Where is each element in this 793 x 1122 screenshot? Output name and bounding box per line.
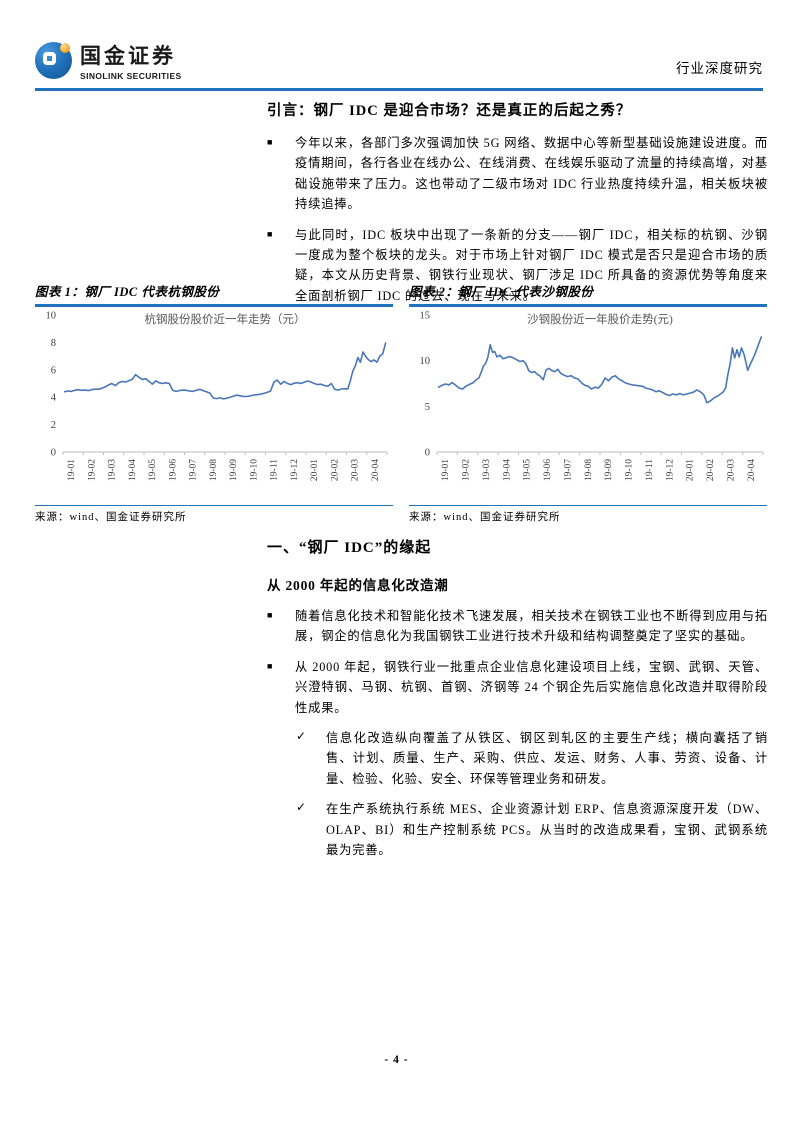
- check-bullet-1: ✓ 信息化改造纵向覆盖了从铁区、钢区到轧区的主要生产线；横向囊括了销售、计划、质…: [296, 728, 768, 789]
- svg-text:19-10: 19-10: [625, 458, 635, 480]
- svg-text:20-04: 20-04: [747, 458, 757, 480]
- source-divider: [409, 504, 767, 506]
- svg-text:20-02: 20-02: [706, 458, 716, 480]
- figure-2: 图表 2：钢厂 IDC 代表沙钢股份 沙钢股份近一年股价走势(元) 0 5 10 15 1…: [409, 281, 767, 524]
- svg-text:20-03: 20-03: [351, 458, 361, 480]
- svg-text:19-07: 19-07: [563, 458, 573, 480]
- brand-name-en: SINOLINK SECURITIES: [80, 71, 182, 81]
- svg-text:19-02: 19-02: [462, 458, 472, 480]
- report-type-label: 行业深度研究: [676, 61, 763, 76]
- svg-text:4: 4: [51, 392, 57, 403]
- shagang-price-chart: 沙钢股份近一年股价走势(元) 0 5 10 15 19-01 19-02 19-03 19-04…: [420, 310, 764, 481]
- figure-row: 图表 1：钢厂 IDC 代表杭钢股份 杭钢股份股价近一年走势（元） 0 2 4 6 8 10…: [35, 281, 767, 524]
- intro-title: 引言：钢厂 IDC 是迎合市场？还是真正的后起之秀？: [267, 103, 632, 119]
- svg-text:0: 0: [51, 447, 56, 458]
- svg-text:8: 8: [51, 337, 56, 348]
- section-bullet-2: ■ 从 2000 年起，钢铁行业一批重点企业信息化建设项目上线，宝钢、武钢、天管…: [267, 657, 768, 718]
- page-header: 国金证券 SINOLINK SECURITIES 行业深度研究: [35, 40, 763, 81]
- square-bullet-icon: ■: [267, 228, 273, 239]
- svg-text:杭钢股份股价近一年走势（元）: 杭钢股份股价近一年走势（元）: [145, 312, 306, 326]
- svg-text:19-05: 19-05: [148, 458, 158, 480]
- svg-text:6: 6: [51, 365, 56, 376]
- svg-text:19-08: 19-08: [584, 458, 594, 480]
- svg-text:19-01: 19-01: [441, 458, 451, 480]
- svg-text:0: 0: [425, 447, 430, 458]
- svg-text:19-06: 19-06: [168, 458, 178, 480]
- sinolink-logo: 国金证券 SINOLINK SECURITIES: [35, 40, 182, 81]
- check-bullet-1-text: 信息化改造纵向覆盖了从铁区、钢区到轧区的主要生产线；横向囊括了销售、计划、质量、…: [326, 731, 768, 786]
- svg-text:19-09: 19-09: [604, 458, 614, 480]
- section-bullet-1: ■ 随着信息化技术和智能化技术飞速发展，相关技术在钢铁工业也不断得到应用与拓展，…: [267, 606, 768, 647]
- source-divider: [35, 504, 393, 506]
- intro-section: 引言：钢厂 IDC 是迎合市场？还是真正的后起之秀？ ■ 今年以来，各部门多次强…: [267, 99, 768, 316]
- check-icon: ✓: [296, 729, 307, 744]
- square-bullet-icon: ■: [267, 137, 273, 147]
- section-bullet-2-text: 从 2000 年起，钢铁行业一批重点企业信息化建设项目上线，宝钢、武钢、天管、兴…: [295, 659, 768, 715]
- svg-text:19-03: 19-03: [108, 458, 118, 480]
- svg-text:20-02: 20-02: [330, 458, 340, 480]
- check-bullet-2-text: 在生产系统执行系统 MES、企业资源计划 ERP、信息资源深度开发（DW、OLA…: [326, 802, 768, 858]
- svg-text:19-12: 19-12: [665, 458, 675, 480]
- svg-text:20-04: 20-04: [371, 458, 381, 480]
- svg-text:20-01: 20-01: [310, 458, 320, 480]
- svg-text:19-12: 19-12: [290, 458, 300, 480]
- origin-section: 一、“钢厂 IDC”的缘起 从 2000 年起的信息化改造潮 ■ 随着信息化技术…: [267, 536, 768, 870]
- svg-text:19-06: 19-06: [543, 458, 553, 480]
- check-icon: ✓: [296, 800, 307, 815]
- intro-bullet-2-text: 与此同时，IDC 板块中出现了一条新的分支——钢厂 IDC，相关标的杭钢、沙钢一…: [295, 227, 768, 303]
- svg-text:20-03: 20-03: [726, 458, 736, 480]
- svg-text:5: 5: [425, 401, 430, 412]
- svg-text:19-09: 19-09: [229, 458, 239, 480]
- intro-bullet-2: ■ 与此同时，IDC 板块中出现了一条新的分支——钢厂 IDC，相关标的杭钢、沙…: [267, 225, 768, 307]
- svg-text:19-01: 19-01: [67, 458, 77, 480]
- intro-bullet-1: ■ 今年以来，各部门多次强调加快 5G 网络、数据中心等新型基础设施建设进度。而…: [267, 133, 768, 215]
- figure-2-source: 来源：wind、国金证券研究所: [409, 512, 561, 523]
- caption-underline: [409, 304, 767, 307]
- svg-text:15: 15: [420, 310, 431, 321]
- figure-1-caption: 图表 1：钢厂 IDC 代表杭钢股份: [35, 285, 220, 299]
- figure-2-caption: 图表 2：钢厂 IDC 代表沙钢股份: [409, 285, 594, 299]
- figure-1: 图表 1：钢厂 IDC 代表杭钢股份 杭钢股份股价近一年走势（元） 0 2 4 6 8 10…: [35, 281, 393, 524]
- svg-text:19-11: 19-11: [645, 458, 655, 480]
- svg-text:19-11: 19-11: [270, 458, 280, 480]
- svg-text:19-02: 19-02: [87, 458, 97, 480]
- intro-bullet-1-text: 今年以来，各部门多次强调加快 5G 网络、数据中心等新型基础设施建设进度。而疫情…: [295, 136, 768, 212]
- svg-text:19-10: 19-10: [249, 458, 259, 480]
- svg-text:19-08: 19-08: [209, 458, 219, 480]
- page-number: - 4 -: [384, 1054, 409, 1066]
- svg-text:2: 2: [51, 420, 56, 431]
- svg-text:20-01: 20-01: [686, 458, 696, 480]
- svg-text:10: 10: [46, 310, 57, 321]
- section-heading: 一、“钢厂 IDC”的缘起: [267, 540, 432, 556]
- header-divider: [35, 88, 763, 91]
- sinolink-logo-icon: [35, 42, 72, 79]
- check-bullet-2: ✓ 在生产系统执行系统 MES、企业资源计划 ERP、信息资源深度开发（DW、O…: [296, 799, 768, 860]
- hanggang-price-chart: 杭钢股份股价近一年走势（元） 0 2 4 6 8 10 19-01 19-02 19-03 19-0…: [46, 310, 388, 481]
- svg-text:19-03: 19-03: [482, 458, 492, 480]
- section-subheading: 从 2000 年起的信息化改造潮: [267, 578, 449, 593]
- svg-text:10: 10: [420, 356, 431, 367]
- svg-text:19-04: 19-04: [502, 458, 512, 480]
- figure-1-source: 来源：wind、国金证券研究所: [35, 512, 187, 523]
- svg-text:19-04: 19-04: [128, 458, 138, 480]
- square-bullet-icon: ■: [267, 660, 273, 671]
- brand-name-cn: 国金证券: [80, 45, 176, 68]
- section-bullet-1-text: 随着信息化技术和智能化技术飞速发展，相关技术在钢铁工业也不断得到应用与拓展，钢企…: [295, 609, 768, 644]
- svg-text:19-07: 19-07: [189, 458, 199, 480]
- caption-underline: [35, 304, 393, 307]
- square-bullet-icon: ■: [267, 610, 273, 620]
- svg-text:19-05: 19-05: [523, 458, 533, 480]
- svg-text:沙钢股份近一年股价走势(元): 沙钢股份近一年股价走势(元): [527, 312, 673, 326]
